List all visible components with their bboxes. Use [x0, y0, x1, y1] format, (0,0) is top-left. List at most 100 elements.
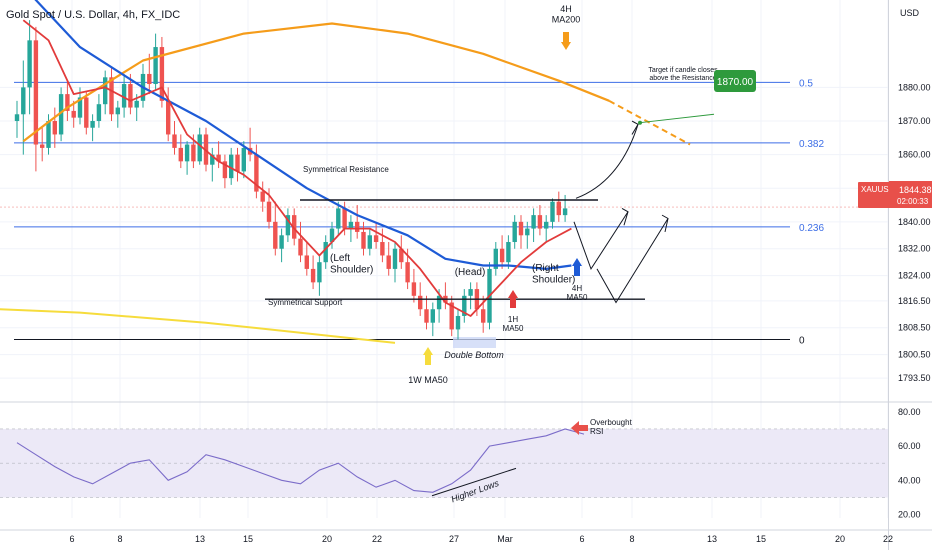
candle-body [506, 242, 511, 263]
candle-body [159, 47, 165, 101]
candle-body [134, 100, 139, 108]
candle-body [52, 121, 57, 135]
candle-body [329, 228, 335, 243]
candle-body [109, 77, 114, 115]
candle-body [285, 215, 291, 236]
price-badge-symbol: XAUUSD [861, 185, 895, 194]
candle-body [310, 268, 316, 283]
candle-body [46, 121, 51, 148]
candle-body [241, 147, 246, 172]
candle-body [499, 248, 505, 263]
target-path [575, 124, 639, 199]
label-target-note: Target if candle closes above the Resista… [648, 67, 718, 82]
time-tick-label: 22 [883, 534, 893, 544]
time-tick-label: 15 [756, 534, 766, 544]
candle-body [128, 84, 133, 108]
candle-body [342, 208, 347, 229]
candle-body [562, 208, 568, 216]
candle-body [178, 147, 183, 162]
candle-body [449, 302, 454, 330]
candle-body [40, 144, 45, 148]
candle-body [493, 248, 498, 269]
candle-body [279, 235, 284, 249]
candle-body [184, 144, 190, 162]
moving-averages [0, 0, 691, 344]
label-right-shoulder: (Right Shoulder) [532, 263, 575, 286]
price-tick-label: 1816.50 [898, 296, 931, 306]
candle-body [512, 221, 517, 243]
time-tick-label: 20 [322, 534, 332, 544]
price-tick-label: 1793.50 [898, 373, 931, 383]
candle-body [537, 215, 543, 229]
candle-body [197, 134, 202, 162]
time-tick-label: 6 [69, 534, 74, 544]
label-symmetrical-support: Symmetrical Support [268, 298, 343, 307]
candle-body [462, 295, 467, 316]
target-price-box [714, 70, 756, 92]
candle-body [235, 154, 240, 172]
fib-label: 0.382 [799, 139, 824, 150]
candle-body [172, 134, 177, 148]
candle-body [65, 94, 70, 111]
rsi-line [16, 428, 585, 493]
candle-body [355, 221, 360, 232]
higher-lows-line [431, 467, 517, 497]
candle-body [348, 221, 354, 229]
candle-body [373, 235, 379, 243]
annotations: 4H MA200 Target if candle closes above the … [268, 4, 756, 504]
ma-line-1h-ma50 [22, 19, 572, 317]
ma-line-4h-ma200 [22, 22, 610, 143]
support-resistance-lines [265, 199, 645, 300]
candle-body [77, 97, 83, 118]
price-axis-price: 1844.38 [899, 185, 932, 195]
time-tick-label: 20 [835, 534, 845, 544]
candle-body [336, 208, 341, 229]
target-dot [638, 120, 642, 125]
price-tick-label: 1840.00 [898, 217, 931, 227]
candle-body [361, 231, 366, 249]
rsi-tick-label: 20.00 [898, 510, 921, 520]
chart-title: Gold Spot / U.S. Dollar, 4h, FX_IDC [6, 9, 180, 21]
price-axis-countdown: 02:00:33 [897, 197, 929, 206]
time-tick-label: 8 [117, 534, 122, 544]
arrow-4h-ma50 [572, 258, 582, 276]
time-tick-label: 6 [579, 534, 584, 544]
candle-body [424, 309, 429, 323]
candle-body [266, 201, 272, 222]
label-overbought-rsi: Overbought RSI [590, 418, 633, 436]
double-bottom-zone [453, 337, 496, 348]
price-tick-label: 1880.00 [898, 82, 931, 92]
time-tick-label: Mar [497, 534, 513, 544]
candle-body [386, 255, 391, 269]
candle-body [525, 228, 530, 236]
candle-body [292, 215, 297, 239]
label-1w-ma50: 1W MA50 [408, 375, 448, 385]
candle-body [518, 221, 524, 236]
candle-body [115, 107, 120, 115]
candle-body [27, 40, 32, 88]
candle-body [166, 100, 171, 135]
candle-body [216, 154, 221, 162]
time-tick-label: 13 [707, 534, 717, 544]
candle-body [436, 295, 442, 310]
label-head: (Head) [455, 267, 486, 278]
price-tick-label: 1824.00 [898, 271, 931, 281]
candle-body [210, 154, 215, 165]
candle-body [367, 235, 372, 249]
candle-body [71, 110, 76, 118]
candle-body [254, 154, 259, 192]
time-tick-label: 13 [195, 534, 205, 544]
candle-body [380, 242, 385, 256]
label-4h-ma50: 4H MA50 [567, 284, 588, 302]
target-leader [639, 113, 715, 124]
candle-body [317, 262, 322, 283]
projection-paths [0, 113, 888, 304]
candle-body [399, 248, 404, 263]
rsi-tick-label: 60.00 [898, 441, 921, 451]
projection-arrow-a [621, 207, 629, 226]
price-tick-label: 1808.50 [898, 323, 931, 333]
candle-body [392, 248, 398, 269]
candle-body [90, 121, 95, 128]
candle-body [455, 315, 461, 330]
